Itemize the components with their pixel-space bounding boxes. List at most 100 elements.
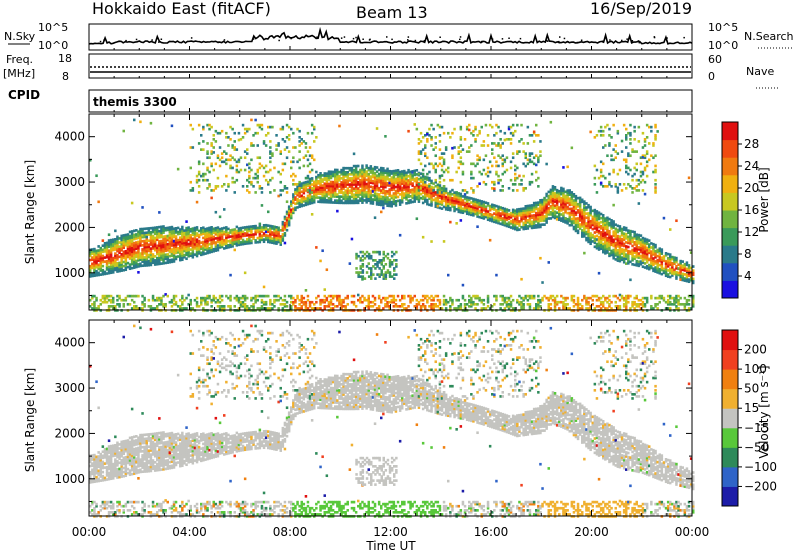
power-cell: [528, 212, 532, 216]
power-cell: [153, 230, 157, 234]
power-cell: [202, 232, 205, 236]
power-cell: [147, 253, 151, 257]
power-cell: [440, 201, 444, 204]
power-cell: [394, 200, 398, 203]
power-cell: [103, 270, 107, 274]
power-cell: [235, 239, 239, 243]
power-cell: [277, 240, 280, 244]
power-cell: [430, 200, 433, 203]
power-cell: [130, 248, 134, 252]
power-cell: [599, 237, 603, 240]
power-cell: [432, 305, 435, 308]
power-cell: [449, 220, 452, 224]
power-cell: [181, 244, 184, 247]
power-cell: [149, 305, 153, 308]
power-cell: [555, 188, 559, 192]
power-cell: [195, 254, 199, 258]
power-cell: [254, 176, 257, 180]
power-cell: [451, 178, 454, 182]
power-cell: [593, 223, 597, 226]
power-cell: [497, 207, 500, 211]
power-cell: [105, 266, 109, 269]
power-cell: [179, 298, 182, 302]
power-cell: [310, 179, 314, 182]
power-cell: [191, 255, 195, 259]
power-cell: [246, 231, 249, 235]
power-cell: [430, 198, 433, 201]
power-cell: [457, 208, 460, 212]
power-cell: [122, 236, 125, 239]
power-cell: [294, 174, 297, 178]
power-cell: [530, 226, 534, 230]
power-cell: [459, 307, 463, 310]
power-cell: [338, 124, 341, 128]
power-cell: [334, 172, 337, 176]
power-cell: [229, 138, 232, 141]
power-cell: [109, 259, 113, 262]
power-cell: [116, 258, 119, 261]
power-cell: [327, 170, 331, 174]
power-cell: [116, 298, 119, 302]
noise-search-point: [567, 41, 569, 43]
power-cell: [509, 294, 513, 298]
power-cell: [237, 138, 241, 142]
power-cell: [465, 208, 469, 211]
power-cell: [331, 172, 335, 176]
power-cell: [616, 234, 620, 238]
power-cell: [562, 212, 565, 215]
power-cell: [308, 170, 312, 174]
power-cell: [235, 244, 239, 247]
nsky-tick-bottom: 10^0: [38, 39, 68, 52]
power-cell: [172, 243, 176, 247]
power-cell: [118, 241, 121, 244]
power-cell: [537, 185, 540, 188]
power-cell: [359, 300, 362, 304]
power-cell: [543, 202, 546, 206]
power-cell: [290, 214, 293, 218]
power-cell: [505, 300, 509, 304]
power-cell: [377, 203, 381, 206]
power-cell: [350, 187, 354, 190]
power-cell: [93, 274, 96, 278]
power-cell: [499, 222, 502, 226]
power-cell: [444, 201, 448, 205]
power-cell: [135, 251, 138, 255]
power-cell: [346, 171, 349, 174]
power-cell: [438, 303, 442, 306]
power-cell: [128, 230, 132, 234]
power-cell: [285, 218, 289, 222]
power-cell: [386, 177, 389, 181]
power-cell: [239, 305, 243, 308]
power-cell: [620, 189, 624, 192]
power-cell: [197, 185, 201, 188]
power-cell: [375, 196, 379, 200]
power-cell: [386, 198, 389, 201]
power-cell: [218, 296, 222, 300]
power-cell: [275, 228, 278, 231]
power-cell: [606, 251, 609, 254]
power-cell: [453, 307, 456, 310]
power-cell: [298, 150, 301, 153]
power-cell: [541, 200, 544, 204]
power-cell: [426, 184, 429, 188]
power-cell: [336, 193, 339, 196]
power-cell: [377, 176, 381, 180]
power-cell: [444, 203, 448, 207]
power-cell: [587, 234, 590, 238]
power-cell: [564, 198, 567, 202]
power-cell: [170, 236, 174, 239]
power-cell: [535, 224, 538, 227]
power-cell: [581, 233, 584, 236]
power-cell: [627, 300, 630, 304]
power-cell: [587, 214, 590, 217]
power-cell: [122, 242, 125, 245]
power-cell: [298, 166, 301, 170]
power-cell: [133, 235, 136, 239]
power-cell: [338, 191, 341, 194]
power-cell: [354, 187, 358, 190]
power-cell: [137, 234, 140, 238]
power-cell: [361, 185, 364, 188]
power-cell: [388, 192, 391, 196]
power-cell: [382, 195, 385, 199]
power-cell: [457, 160, 460, 164]
